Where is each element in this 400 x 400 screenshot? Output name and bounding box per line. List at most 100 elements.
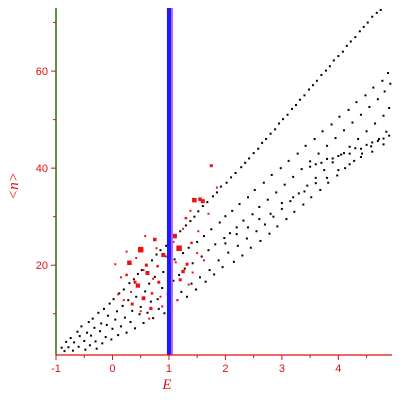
data-point bbox=[326, 144, 329, 147]
data-point bbox=[268, 232, 271, 235]
data-point bbox=[145, 270, 150, 275]
data-point bbox=[241, 254, 244, 257]
data-point bbox=[225, 181, 228, 184]
data-point bbox=[247, 196, 249, 199]
data-point bbox=[201, 205, 204, 208]
data-point bbox=[119, 276, 122, 279]
data-point bbox=[111, 327, 114, 330]
data-point bbox=[359, 155, 362, 158]
data-point bbox=[178, 273, 181, 276]
data-point bbox=[315, 79, 318, 82]
data-point bbox=[133, 280, 137, 284]
data-point bbox=[357, 138, 360, 141]
data-point bbox=[332, 59, 335, 62]
data-point bbox=[215, 191, 218, 194]
data-point bbox=[71, 349, 74, 352]
data-point bbox=[83, 339, 86, 342]
data-point bbox=[125, 331, 128, 334]
x-tick-label: 2 bbox=[222, 363, 228, 375]
data-point bbox=[100, 322, 103, 325]
data-point bbox=[149, 300, 152, 303]
data-point bbox=[165, 255, 168, 258]
data-point bbox=[179, 230, 182, 233]
data-point bbox=[187, 283, 190, 286]
data-point bbox=[182, 227, 185, 230]
data-point bbox=[313, 138, 316, 141]
data-point bbox=[148, 317, 151, 320]
data-point bbox=[118, 292, 121, 295]
data-point bbox=[182, 252, 185, 255]
data-point bbox=[84, 348, 87, 351]
data-point bbox=[195, 288, 198, 291]
data-point bbox=[378, 138, 381, 141]
data-point bbox=[376, 139, 379, 142]
data-point bbox=[368, 106, 371, 109]
data-point bbox=[337, 55, 340, 58]
data-point bbox=[361, 152, 364, 155]
data-point bbox=[159, 249, 162, 252]
data-point bbox=[227, 251, 230, 254]
data-point bbox=[276, 225, 279, 228]
data-point bbox=[234, 172, 237, 175]
data-point bbox=[142, 269, 145, 272]
data-point bbox=[280, 202, 283, 205]
data-point bbox=[202, 235, 205, 238]
data-point bbox=[383, 90, 386, 93]
data-point bbox=[248, 157, 251, 160]
data-point bbox=[278, 122, 281, 125]
data-point bbox=[172, 279, 175, 282]
data-point bbox=[199, 276, 201, 279]
data-point bbox=[317, 152, 320, 155]
data-point bbox=[355, 101, 358, 104]
data-point bbox=[374, 122, 377, 125]
data-point bbox=[99, 330, 102, 333]
data-point bbox=[114, 318, 117, 321]
data-point bbox=[117, 334, 120, 337]
data-point bbox=[144, 263, 148, 267]
data-point bbox=[104, 336, 107, 339]
data-point bbox=[372, 86, 375, 89]
data-point bbox=[156, 298, 159, 301]
data-point bbox=[138, 313, 141, 316]
data-point bbox=[69, 337, 72, 340]
data-point bbox=[129, 320, 132, 323]
y-tick-label: 60 bbox=[36, 66, 48, 78]
data-point bbox=[265, 138, 268, 141]
data-point bbox=[354, 36, 357, 39]
x-tick-label: 1 bbox=[166, 363, 172, 375]
data-point bbox=[103, 307, 105, 310]
y-axis-label: <n> bbox=[6, 172, 22, 200]
data-point bbox=[141, 296, 146, 301]
data-point bbox=[311, 84, 314, 87]
data-point bbox=[366, 21, 369, 24]
data-point bbox=[157, 280, 161, 284]
data-point bbox=[348, 152, 351, 155]
data-point bbox=[105, 323, 108, 326]
data-point bbox=[362, 25, 365, 28]
data-point bbox=[224, 242, 227, 245]
data-point bbox=[385, 130, 388, 133]
data-point bbox=[63, 350, 66, 353]
data-point bbox=[236, 244, 239, 247]
data-point bbox=[296, 152, 299, 155]
data-point bbox=[309, 165, 312, 168]
data-point bbox=[144, 290, 147, 293]
data-point bbox=[295, 104, 297, 107]
data-point bbox=[146, 311, 149, 314]
data-point bbox=[344, 167, 347, 170]
data-point bbox=[340, 153, 343, 156]
data-point bbox=[144, 235, 147, 238]
data-point bbox=[123, 316, 126, 319]
data-point bbox=[359, 113, 362, 116]
data-point bbox=[190, 282, 193, 285]
data-point bbox=[156, 264, 159, 268]
data-point bbox=[261, 141, 264, 144]
data-point bbox=[375, 11, 378, 14]
x-tick-label: 3 bbox=[279, 363, 285, 375]
data-point bbox=[235, 233, 238, 236]
data-point bbox=[159, 295, 162, 298]
data-point bbox=[223, 237, 226, 240]
data-point bbox=[387, 72, 390, 75]
y-tick-label: 20 bbox=[36, 260, 48, 272]
